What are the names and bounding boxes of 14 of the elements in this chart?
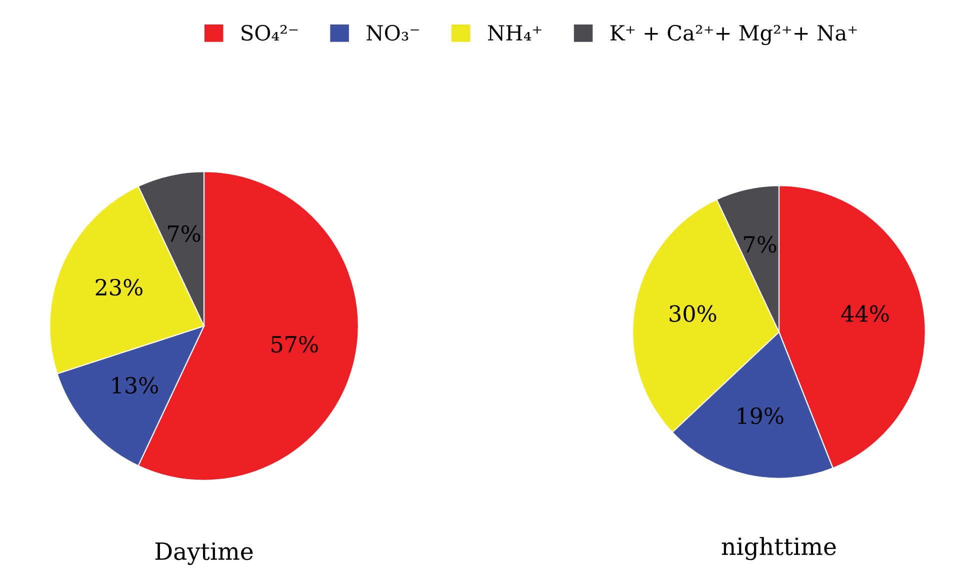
legend-label: NO₃⁻ xyxy=(366,24,419,41)
data-label: 13% xyxy=(112,376,158,394)
text: Daytime xyxy=(155,542,253,566)
text: nighttime xyxy=(722,536,836,560)
legend-label: NH₄⁺ xyxy=(488,25,542,41)
data-label: 7% xyxy=(744,236,776,253)
data-label: 7% xyxy=(168,225,200,242)
data-label: 44% xyxy=(841,305,889,322)
legend-label: K⁺ + Ca²⁺+ Mg²⁺+ Na⁺ xyxy=(610,24,857,46)
data-label: 19% xyxy=(738,407,784,424)
data-label: 30% xyxy=(670,305,716,322)
data-label: 57% xyxy=(272,336,318,353)
legend-label: SO₄²⁻ xyxy=(242,24,298,41)
data-label: 23% xyxy=(96,278,142,296)
